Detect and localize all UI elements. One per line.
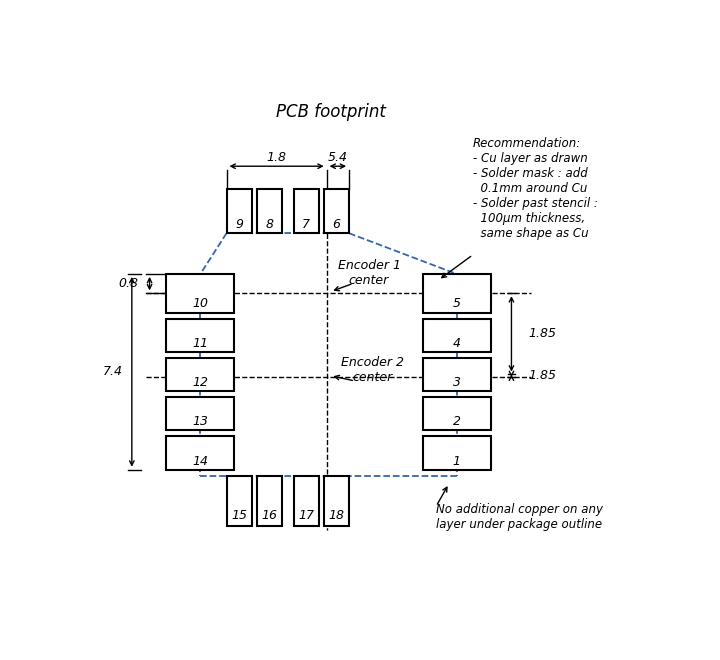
Text: 3: 3 — [453, 376, 461, 389]
Text: Encoder 1
center: Encoder 1 center — [338, 259, 400, 287]
Bar — [166, 397, 234, 430]
Bar — [227, 189, 252, 233]
Bar — [423, 358, 490, 391]
Text: Encoder 2
center: Encoder 2 center — [341, 356, 405, 384]
Bar — [423, 397, 490, 430]
Bar — [294, 476, 319, 526]
Text: 16: 16 — [261, 508, 277, 521]
Text: 14: 14 — [192, 455, 208, 468]
Text: 1.8: 1.8 — [266, 151, 287, 164]
Text: 9: 9 — [235, 218, 243, 231]
Text: Recommendation:
- Cu layer as drawn
- Solder mask : add
  0.1mm around Cu
- Sold: Recommendation: - Cu layer as drawn - So… — [473, 137, 598, 240]
Bar — [166, 436, 234, 470]
Bar — [166, 319, 234, 352]
Text: 17: 17 — [298, 508, 314, 521]
Text: 1.85: 1.85 — [528, 327, 557, 341]
Bar — [166, 358, 234, 391]
Text: 1.85: 1.85 — [528, 370, 557, 382]
Text: 5.4: 5.4 — [328, 151, 348, 164]
Text: 2: 2 — [453, 415, 461, 428]
Bar — [423, 319, 490, 352]
Text: 13: 13 — [192, 415, 208, 428]
Bar — [294, 189, 319, 233]
Text: 8: 8 — [265, 218, 274, 231]
Bar — [227, 476, 252, 526]
Text: PCB footprint: PCB footprint — [276, 102, 385, 121]
Text: 18: 18 — [328, 508, 344, 521]
Bar — [323, 476, 349, 526]
Bar — [423, 274, 490, 313]
Bar — [256, 476, 282, 526]
Text: 0.8: 0.8 — [118, 277, 138, 290]
Text: 7: 7 — [302, 218, 310, 231]
Bar — [323, 189, 349, 233]
Text: No additional copper on any
layer under package outline: No additional copper on any layer under … — [436, 503, 603, 531]
Text: 15: 15 — [231, 508, 247, 521]
Text: 10: 10 — [192, 297, 208, 310]
Bar — [256, 189, 282, 233]
Text: 7.4: 7.4 — [102, 365, 122, 378]
Text: 11: 11 — [192, 337, 208, 350]
Text: 5: 5 — [453, 297, 461, 310]
Text: 6: 6 — [332, 218, 341, 231]
Bar — [166, 274, 234, 313]
Text: 1: 1 — [453, 455, 461, 468]
Text: 12: 12 — [192, 376, 208, 389]
Bar — [423, 436, 490, 470]
Text: 4: 4 — [453, 337, 461, 350]
